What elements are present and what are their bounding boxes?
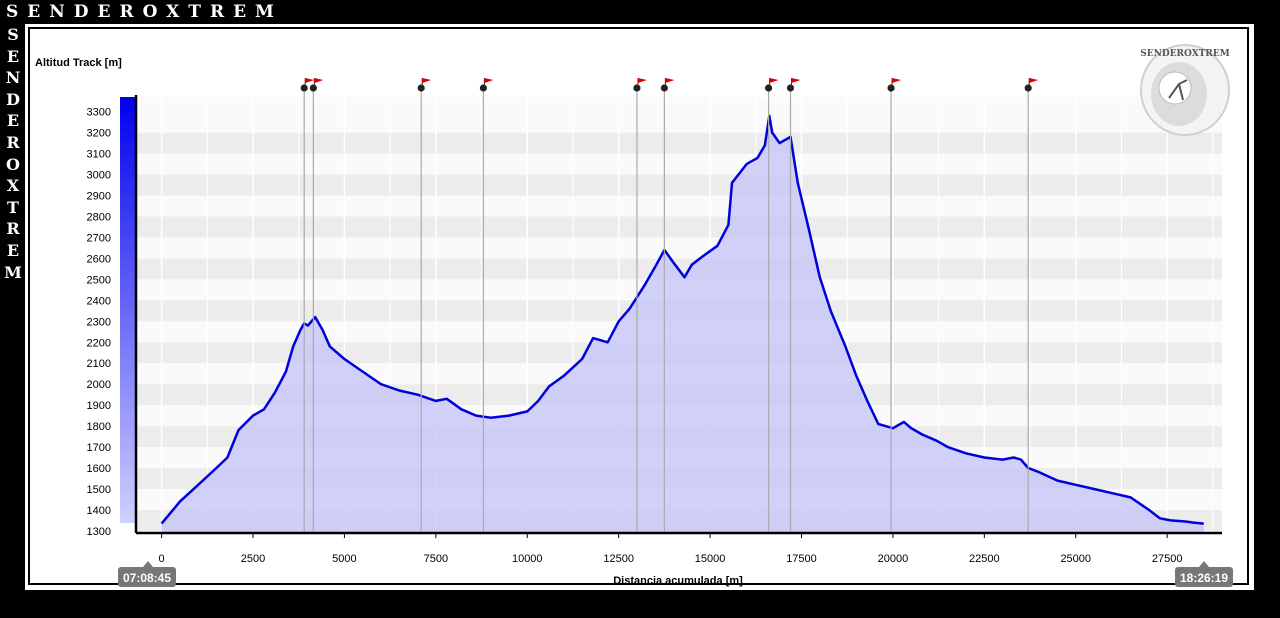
start-time-label: 07:08:45 (123, 571, 171, 585)
y-tick-label: 2200 (87, 337, 111, 349)
waypoint-marker[interactable] (479, 78, 494, 533)
y-tick-label: 2300 (87, 316, 111, 328)
brand-logo: SENDEROXTREM (1140, 44, 1230, 136)
waypoint-marker[interactable] (633, 78, 647, 533)
grid-band (136, 216, 1222, 238)
waypoint-dot (887, 84, 895, 92)
waypoint-dot (417, 84, 425, 92)
x-tick-label: 17500 (786, 553, 817, 565)
y-tick-label: 2400 (87, 295, 111, 307)
y-tick-label: 1300 (87, 526, 111, 538)
x-tick-label: 22500 (969, 553, 1000, 565)
x-tick-label: 10000 (512, 553, 543, 565)
waypoint-dot (309, 84, 317, 92)
grid-band (136, 174, 1222, 196)
y-tick-label: 2800 (87, 211, 111, 223)
waypoint-dot (1024, 84, 1032, 92)
y-tick-label: 3000 (87, 170, 111, 182)
y-axis-title: Altitud Track [m] (35, 57, 122, 69)
waypoint-dot (633, 84, 641, 92)
flag-icon (484, 78, 494, 83)
x-tick-label: 12500 (603, 553, 634, 565)
y-tick-label: 2100 (87, 358, 111, 370)
y-tick-label: 2000 (87, 379, 111, 391)
flag-icon (305, 78, 315, 83)
y-tick-label: 3100 (87, 149, 111, 161)
waypoint-dot (786, 84, 795, 92)
x-axis-title: Distancia acumulada [m] (613, 575, 743, 587)
waypoint-marker[interactable] (786, 78, 801, 533)
grid-band (136, 153, 1222, 175)
y-tick-label: 3200 (87, 128, 111, 140)
y-tick-label: 2600 (87, 253, 111, 265)
waypoint-dot (300, 84, 308, 92)
y-tick-label: 3300 (87, 107, 111, 119)
flag-icon (791, 78, 801, 83)
x-tick-labels: 0 2500 5000 7500 10000 12500 15000 17500 20000 22… (159, 533, 1183, 565)
grid-band (136, 237, 1222, 259)
flag-icon (769, 78, 779, 83)
x-tick-label: 25000 (1060, 553, 1091, 565)
waypoint-marker[interactable] (1024, 78, 1039, 533)
waypoint-dot (764, 84, 773, 92)
y-tick-label: 1700 (87, 442, 111, 454)
x-tick-label: 20000 (878, 553, 909, 565)
logo-text: SENDEROXTREM (1140, 49, 1229, 59)
y-tick-label: 1800 (87, 421, 111, 433)
x-tick-label: 0 (159, 553, 165, 565)
waypoint-marker[interactable] (764, 78, 779, 533)
axes (134, 95, 1222, 535)
end-time-label: 18:26:19 (1180, 571, 1228, 585)
x-tick-label: 2500 (241, 553, 265, 565)
end-time-badge: 18:26:19 (1175, 561, 1233, 587)
y-tick-label: 2900 (87, 191, 111, 203)
flag-icon (422, 78, 432, 83)
x-tick-label: 27500 (1152, 553, 1183, 565)
y-tick-labels: 1300 1400 1500 1600 1700 1800 1900 2000 2100 2200… (87, 107, 111, 538)
grid-band (136, 195, 1222, 217)
y-tick-label: 1600 (87, 463, 111, 475)
waypoint-marker[interactable] (887, 78, 902, 533)
grid-band (136, 111, 1222, 133)
x-tick-label: 5000 (332, 553, 356, 565)
y-tick-label: 1900 (87, 400, 111, 412)
grid-band (136, 132, 1222, 154)
elevation-line (160, 114, 1204, 525)
waypoint-marker[interactable] (309, 78, 324, 533)
waypoint-marker[interactable] (300, 78, 315, 533)
brand-title-vertical: SENDEROXTREM (4, 25, 22, 282)
start-time-badge: 07:08:45 (118, 561, 176, 587)
x-tick-label: 15000 (695, 553, 726, 565)
y-tick-label: 1400 (87, 505, 111, 517)
flag-icon (314, 78, 324, 83)
waypoint-marker[interactable] (660, 78, 675, 533)
y-tick-label: 2700 (87, 232, 111, 244)
altitude-color-scale (120, 97, 136, 523)
elevation-area (161, 115, 1204, 534)
x-tick-label: 7500 (424, 553, 448, 565)
brand-title: SENDEROXTREM (6, 2, 283, 22)
waypoint-dot (479, 84, 487, 92)
y-tick-label: 1500 (87, 484, 111, 496)
waypoint-markers (300, 78, 1039, 533)
waypoint-dot (660, 84, 668, 92)
flag-icon (1029, 78, 1039, 83)
waypoint-marker[interactable] (417, 78, 432, 533)
y-tick-label: 2500 (87, 274, 111, 286)
flag-icon (665, 78, 675, 83)
flag-icon (637, 78, 647, 83)
flag-icon (892, 78, 902, 83)
